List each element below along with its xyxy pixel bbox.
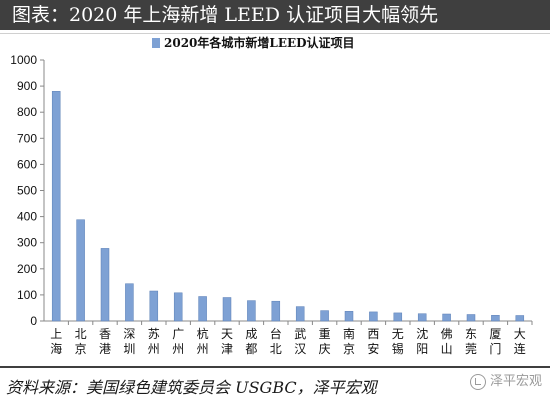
y-tick-label: 400 [17,210,37,224]
chart-bars [51,91,525,322]
x-tick-label: 无锡 [392,327,404,356]
bar-19 [515,315,525,322]
x-tick-label: 香港 [99,327,111,356]
y-tick-label: 500 [17,184,37,198]
legend-label: 2020年各城市新增LEED认证项目 [164,35,355,50]
y-tick-label: 700 [17,131,37,145]
x-tick-label: 苏州 [148,327,160,356]
bar-10 [295,306,305,322]
x-tick-label: 广州 [172,327,184,356]
bar-7 [222,297,232,322]
bar-chart: 2020年各城市新增LEED认证项目 0 100 200 300 400 500 600 70… [10,35,533,356]
y-tick-label: 100 [17,288,37,302]
x-tick-label: 成都 [245,327,257,356]
y-tick-label: 800 [17,105,37,119]
x-tick-label: 台北 [270,326,282,356]
bar-1 [76,219,85,322]
x-tick-label: 武汉 [294,327,306,356]
x-tick-label: 北京 [75,327,87,356]
header-divider [0,33,550,34]
x-tick-label: 东莞 [465,327,477,356]
x-tick-label: 西安 [367,327,379,356]
footer: 资料来源：美国绿色建筑委员会 USGBC，泽平宏观 泽平宏观 [0,366,550,400]
bar-15 [417,313,427,322]
x-tick-label: 重庆 [319,327,331,356]
watermark-logo-icon [469,373,486,390]
watermark: 泽平宏观 [469,370,542,390]
x-tick-label: 天津 [221,327,233,356]
x-tick-label: 厦门 [489,327,501,356]
bar-13 [369,311,378,322]
bar-3 [125,283,134,322]
bar-4 [149,290,159,322]
x-tick-label: 佛山 [441,327,453,356]
x-tick-label: 大连 [514,327,526,356]
chart-axes: 0 100 200 300 400 500 600 700 800 900 1000 [10,53,533,328]
watermark-text: 泽平宏观 [489,374,542,389]
bar-8 [247,300,256,322]
x-tick-label: 南京 [343,326,355,356]
source-note: 资料来源：美国绿色建筑委员会 USGBC，泽平宏观 [6,378,377,397]
y-tick-label: 1000 [10,53,37,67]
footer-divider [0,366,550,368]
bar-18 [491,315,500,322]
y-tick-label: 0 [30,314,37,328]
y-tick-label: 900 [17,79,37,93]
chart-legend: 2020年各城市新增LEED认证项目 [152,35,355,50]
bar-16 [442,313,451,322]
bar-5 [173,292,183,322]
y-tick-label: 200 [17,262,37,276]
x-tick-label: 杭州 [197,326,209,356]
bar-2 [100,248,110,322]
y-tick-label: 300 [17,236,37,250]
bar-11 [320,310,329,322]
bar-9 [271,300,281,322]
legend-swatch [152,38,160,48]
x-tick-label: 深圳 [123,327,135,356]
header-bar: 图表：2020 年上海新增 LEED 认证项目大幅领先 [0,0,550,33]
bar-14 [393,312,403,322]
y-tick-label: 600 [17,157,37,171]
bar-17 [466,314,476,322]
bar-12 [344,311,354,322]
bar-0 [51,91,61,322]
x-tick-label: 沈阳 [416,326,428,356]
page-title: 图表：2020 年上海新增 LEED 认证项目大幅领先 [12,4,439,26]
bar-6 [198,296,207,322]
x-tick-label: 上海 [50,327,62,356]
